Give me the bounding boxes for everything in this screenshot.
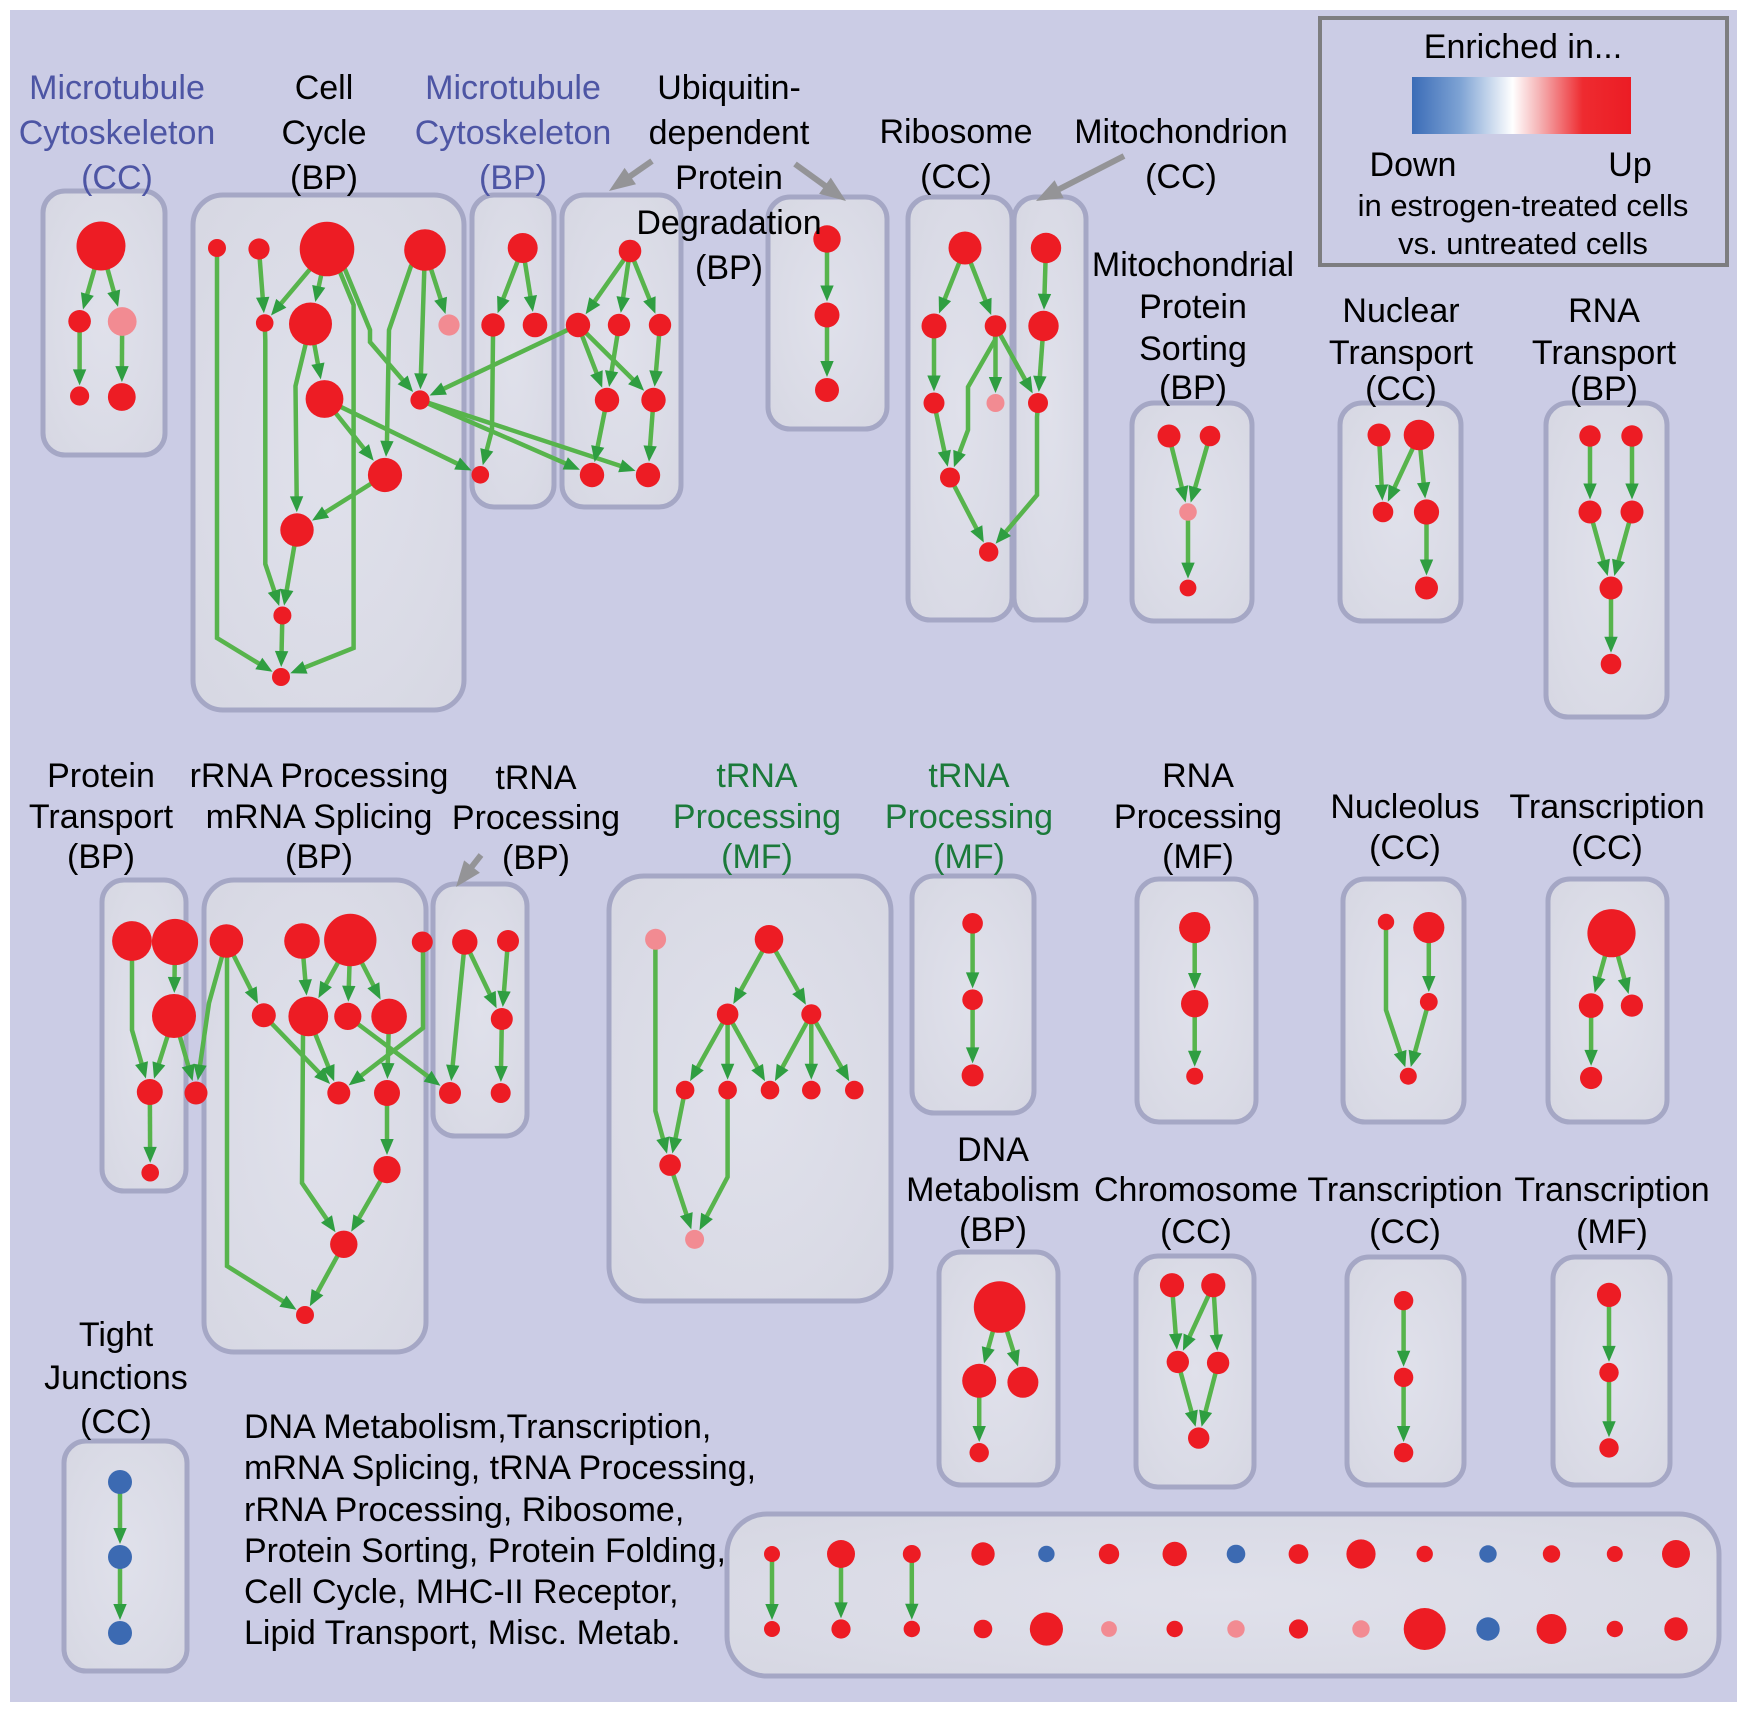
svg-text:Chromosome: Chromosome	[1094, 1171, 1298, 1209]
svg-text:Metabolism: Metabolism	[906, 1171, 1080, 1209]
svg-text:Microtubule: Microtubule	[425, 69, 601, 107]
svg-text:(BP): (BP)	[67, 838, 135, 876]
svg-text:Degradation: Degradation	[636, 204, 821, 242]
svg-text:Ribosome: Ribosome	[879, 113, 1032, 151]
svg-text:dependent: dependent	[649, 114, 810, 152]
svg-text:mRNA Splicing, tRNA Processing: mRNA Splicing, tRNA Processing,	[244, 1449, 756, 1487]
svg-text:Processing: Processing	[885, 798, 1053, 836]
svg-text:Processing: Processing	[1114, 798, 1282, 836]
svg-text:tRNA: tRNA	[928, 757, 1010, 795]
svg-text:Transport: Transport	[1329, 334, 1474, 372]
svg-text:(CC): (CC)	[1369, 829, 1441, 867]
svg-text:(MF): (MF)	[721, 838, 793, 876]
svg-text:(CC): (CC)	[1369, 1213, 1441, 1251]
svg-text:Nuclear: Nuclear	[1342, 292, 1459, 330]
svg-text:Nucleolus: Nucleolus	[1330, 788, 1479, 826]
svg-text:(BP): (BP)	[959, 1211, 1027, 1249]
svg-text:Transcription: Transcription	[1514, 1171, 1709, 1209]
svg-text:(CC): (CC)	[80, 1403, 152, 1441]
svg-text:(BP): (BP)	[479, 159, 547, 197]
svg-text:(CC): (CC)	[1571, 829, 1643, 867]
svg-text:vs. untreated cells: vs. untreated cells	[1398, 226, 1648, 261]
svg-text:Processing: Processing	[452, 799, 620, 837]
svg-text:RNA: RNA	[1162, 757, 1234, 795]
svg-text:Cytoskeleton: Cytoskeleton	[415, 114, 612, 152]
svg-text:Down: Down	[1370, 146, 1457, 184]
svg-text:(BP): (BP)	[290, 159, 358, 197]
svg-text:Junctions: Junctions	[44, 1359, 188, 1397]
svg-text:(CC): (CC)	[1145, 158, 1217, 196]
svg-text:rRNA Processing, Ribosome,: rRNA Processing, Ribosome,	[244, 1491, 684, 1529]
svg-text:Transport: Transport	[1532, 334, 1677, 372]
svg-text:(BP): (BP)	[695, 249, 763, 287]
svg-text:(MF): (MF)	[933, 838, 1005, 876]
svg-text:Transport: Transport	[29, 798, 174, 836]
svg-text:mRNA Splicing: mRNA Splicing	[206, 798, 433, 836]
svg-text:rRNA Processing: rRNA Processing	[190, 757, 449, 795]
svg-text:Lipid Transport, Misc. Metab.: Lipid Transport, Misc. Metab.	[244, 1614, 681, 1652]
svg-text:(CC): (CC)	[1160, 1213, 1232, 1251]
svg-text:(CC): (CC)	[1365, 370, 1437, 408]
svg-text:Mitochondrial: Mitochondrial	[1092, 246, 1294, 284]
svg-text:DNA: DNA	[957, 1131, 1029, 1169]
svg-text:Sorting: Sorting	[1139, 330, 1247, 368]
svg-text:Protein: Protein	[1139, 288, 1247, 326]
svg-text:tRNA: tRNA	[495, 759, 577, 797]
svg-text:(CC): (CC)	[920, 158, 992, 196]
svg-text:Cell Cycle, MHC-II Receptor,: Cell Cycle, MHC-II Receptor,	[244, 1573, 679, 1611]
svg-text:Up: Up	[1608, 146, 1651, 184]
svg-text:tRNA: tRNA	[716, 757, 798, 795]
svg-text:DNA Metabolism,Transcription,: DNA Metabolism,Transcription,	[244, 1408, 711, 1446]
svg-text:Ubiquitin-: Ubiquitin-	[657, 69, 801, 107]
svg-text:Transcription: Transcription	[1307, 1171, 1502, 1209]
svg-text:Processing: Processing	[673, 798, 841, 836]
svg-text:Protein: Protein	[47, 757, 155, 795]
svg-text:in estrogen-treated cells: in estrogen-treated cells	[1358, 188, 1689, 223]
svg-text:Tight: Tight	[79, 1316, 154, 1354]
svg-text:(MF): (MF)	[1576, 1213, 1648, 1251]
svg-text:RNA: RNA	[1568, 292, 1640, 330]
svg-text:(BP): (BP)	[285, 838, 353, 876]
svg-text:(CC): (CC)	[81, 159, 153, 197]
svg-text:(BP): (BP)	[502, 839, 570, 877]
svg-text:Protein: Protein	[675, 159, 783, 197]
svg-text:Cell: Cell	[295, 69, 354, 107]
svg-text:Enriched in...: Enriched in...	[1424, 28, 1622, 66]
svg-text:(MF): (MF)	[1162, 838, 1234, 876]
svg-text:Mitochondrion: Mitochondrion	[1074, 113, 1288, 151]
svg-text:Transcription: Transcription	[1509, 788, 1704, 826]
svg-text:Protein Sorting, Protein Foldi: Protein Sorting, Protein Folding,	[244, 1532, 726, 1570]
svg-text:Microtubule: Microtubule	[29, 69, 205, 107]
svg-text:Cycle: Cycle	[281, 114, 366, 152]
svg-text:(BP): (BP)	[1570, 370, 1638, 408]
svg-text:(BP): (BP)	[1159, 369, 1227, 407]
svg-text:Cytoskeleton: Cytoskeleton	[19, 114, 216, 152]
